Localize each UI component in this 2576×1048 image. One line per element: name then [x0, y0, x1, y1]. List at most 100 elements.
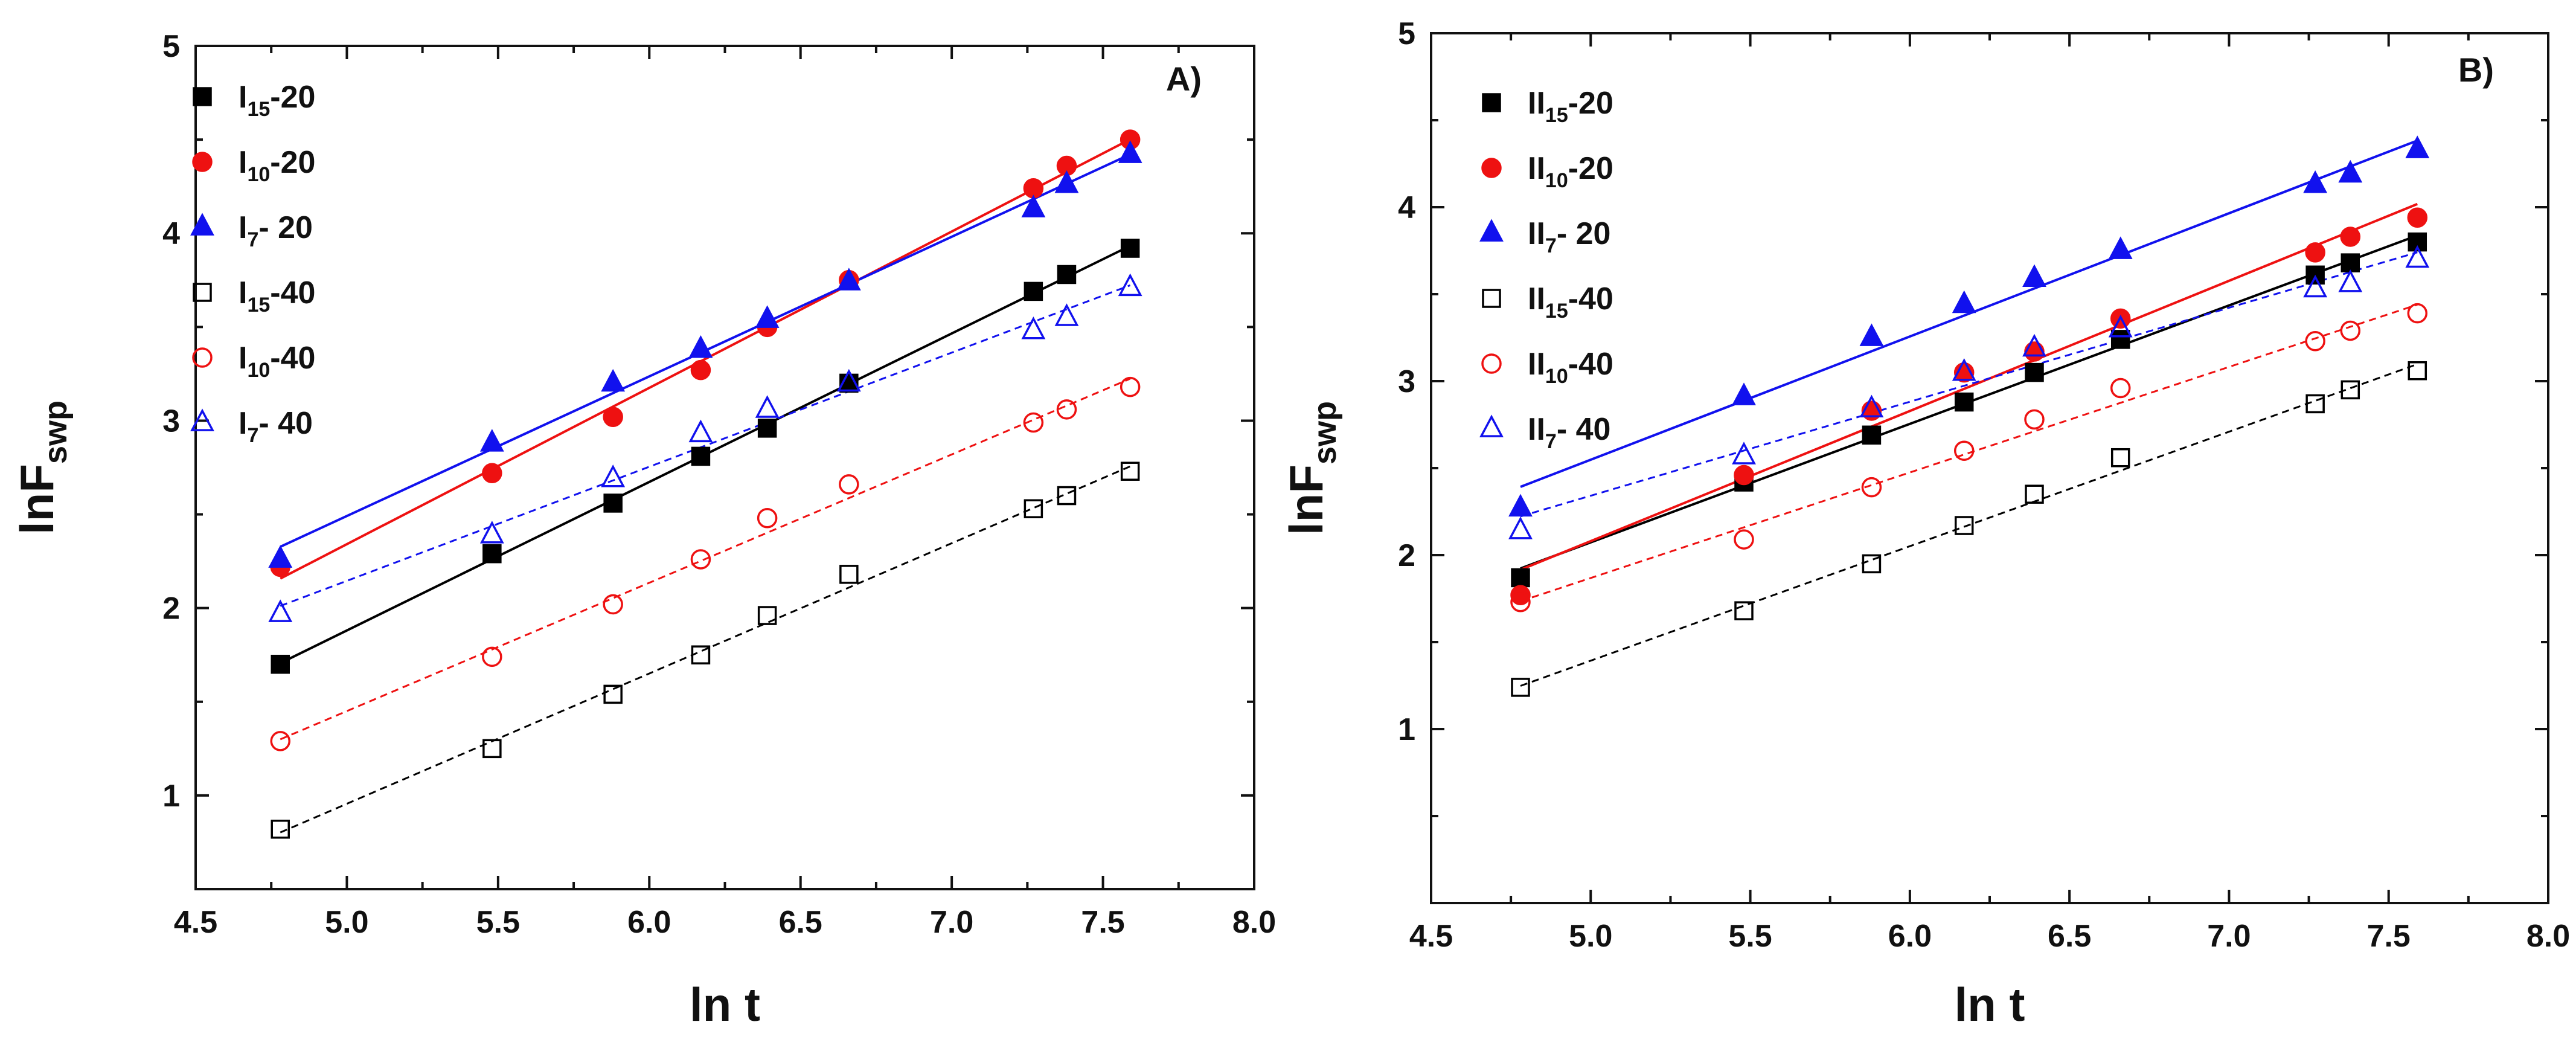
data-point	[2024, 409, 2045, 430]
y-tick-label: 5	[1398, 16, 1415, 51]
data-point	[1511, 678, 1530, 697]
x-tick-label: 7.5	[2367, 919, 2411, 954]
legend-label: II15-20	[1528, 86, 1613, 127]
data-point	[1057, 265, 1077, 285]
data-point	[1953, 440, 1975, 461]
data-point	[1862, 554, 1882, 574]
y-tick-label: 5	[162, 29, 180, 64]
legend-label: II7- 40	[1528, 412, 1610, 453]
data-point	[603, 407, 623, 427]
legend-marker	[192, 347, 213, 368]
data-point	[2108, 315, 2133, 338]
data-point	[836, 268, 861, 291]
legend-label: I7- 40	[239, 406, 313, 447]
fit-line-i10-20	[280, 138, 1131, 580]
y-tick-label: 1	[1398, 712, 1415, 747]
data-point	[2407, 207, 2428, 228]
data-point	[2405, 245, 2430, 268]
x-tick-label: 5.5	[1728, 919, 1772, 954]
chart-panel-b: 4.5 5.0 5.5 6.0 6.5 7.0 7.5 8.0 1 2 3 4 5 II15-20 II10…	[1280, 16, 2570, 1031]
data-point	[1510, 585, 1531, 605]
data-point	[482, 544, 502, 564]
x-tick-label: 5.5	[476, 905, 520, 940]
y-tick-label: 4	[1398, 190, 1415, 225]
data-point	[1120, 376, 1141, 397]
x-tick-label: 4.5	[1409, 919, 1453, 954]
x-tick-label: 7.0	[2207, 919, 2251, 954]
data-point	[268, 545, 293, 568]
x-tick-label: 5.0	[325, 905, 368, 940]
data-point	[690, 359, 711, 381]
x-tick-label: 4.5	[174, 905, 217, 940]
data-point	[603, 684, 623, 704]
data-point	[2305, 265, 2325, 285]
data-point	[755, 305, 780, 328]
legend-marker	[193, 283, 212, 302]
fit-line-ii7-20	[1520, 139, 2418, 488]
data-point	[2110, 378, 2131, 399]
data-point	[482, 463, 502, 484]
data-point	[1510, 592, 1531, 612]
data-point	[690, 549, 711, 570]
series-ii15-40	[1511, 361, 2427, 697]
x-tick-label: 7.0	[930, 905, 973, 940]
data-point	[688, 419, 713, 443]
data-point	[2108, 236, 2133, 259]
data-point	[2305, 394, 2325, 414]
data-point	[1021, 194, 1046, 217]
legend-marker	[1479, 219, 1504, 242]
series-ii10-40	[1510, 303, 2428, 612]
series-i10-40	[270, 376, 1141, 751]
y-tick-label: 2	[1398, 538, 1415, 573]
data-point	[839, 373, 859, 393]
legend-label: I10-20	[239, 145, 315, 186]
legend-marker	[1481, 158, 1502, 178]
data-point	[839, 474, 859, 495]
data-point	[1952, 290, 1976, 313]
data-point	[2303, 170, 2328, 193]
legend-marker	[193, 87, 212, 106]
data-point	[603, 493, 623, 513]
x-tick-label: 8.0	[1232, 905, 1276, 940]
data-point	[1954, 516, 1974, 535]
chart-panel-a: 4.5 5.0 5.5 6.0 6.5 7.0 7.5 8.0 1 2 3 4 5 I15-20 I10-2…	[10, 29, 1276, 1031]
data-point	[1954, 392, 1974, 412]
data-point	[839, 565, 859, 584]
x-tick-label: 8.0	[2526, 919, 2570, 954]
series-ii7-40	[1508, 245, 2430, 539]
data-point	[479, 429, 504, 452]
legend-label: I7- 20	[239, 210, 313, 251]
x-tick-label: 5.0	[1569, 919, 1612, 954]
legend-marker	[190, 408, 214, 431]
data-point	[1508, 493, 1533, 517]
data-point	[1118, 140, 1142, 163]
fit-line-i10-40	[280, 378, 1131, 741]
data-point	[603, 594, 623, 615]
data-point	[1732, 442, 1756, 465]
data-point	[1054, 303, 1079, 326]
data-point	[271, 654, 290, 674]
data-point	[1861, 477, 1882, 498]
data-point	[2024, 341, 2045, 362]
data-point	[479, 521, 504, 544]
data-point	[2022, 264, 2046, 287]
panel-label: B)	[2458, 51, 2494, 89]
legend-label: II7- 20	[1528, 216, 1610, 257]
legend: II15-20 II10-20 II7- 20 II15-40 II10-40 II7- …	[1479, 86, 1613, 453]
legend-marker	[1482, 289, 1501, 308]
y-tick-label: 2	[162, 591, 180, 626]
data-point	[1734, 601, 1754, 620]
series-ii7-20	[1508, 135, 2430, 517]
fit-line-ii10-40	[1520, 303, 2418, 602]
legend: I15-20 I10-20 I7- 20 I15-40 I10-40 I7- 40	[190, 80, 315, 447]
data-point	[2025, 362, 2044, 382]
x-tick-label: 7.5	[1081, 905, 1124, 940]
data-point	[836, 368, 861, 392]
panel-label: A)	[1166, 60, 1202, 98]
y-tick-label: 3	[1398, 364, 1415, 399]
series-i7-40	[268, 273, 1142, 622]
data-point	[1057, 486, 1077, 506]
data-point	[1511, 568, 1530, 588]
data-point	[270, 731, 290, 751]
